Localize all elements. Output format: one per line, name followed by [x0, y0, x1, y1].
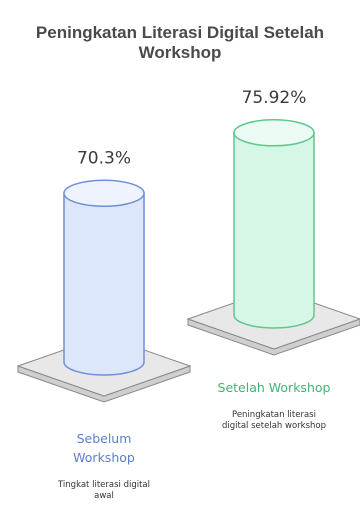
bars-group: 70.3% Sebelum Workshop Tingkat literasi dig…: [16, 88, 360, 501]
category-label-0-line-0: Sebelum: [77, 431, 132, 446]
description-0-line-0: Tingkat literasi digital: [57, 480, 150, 490]
description-0-line-1: awal: [94, 491, 114, 501]
category-label-0-line-1: Workshop: [73, 450, 135, 465]
chart-title-line-1: Peningkatan Literasi Digital Setelah: [36, 23, 324, 42]
bar-0: [63, 192, 145, 376]
category-label-1-line-0: Setelah Workshop: [218, 380, 331, 395]
value-label-0: 70.3%: [77, 148, 131, 168]
bar-1: [233, 132, 315, 329]
chart-title-line-2: Workshop: [139, 43, 222, 62]
description-1-line-0: Peningkatan literasi: [232, 410, 316, 420]
description-1-line-1: digital setelah workshop: [222, 421, 326, 431]
bar-top-1: [233, 119, 315, 147]
bar-top-0: [63, 179, 145, 208]
value-label-1: 75.92%: [242, 88, 307, 108]
